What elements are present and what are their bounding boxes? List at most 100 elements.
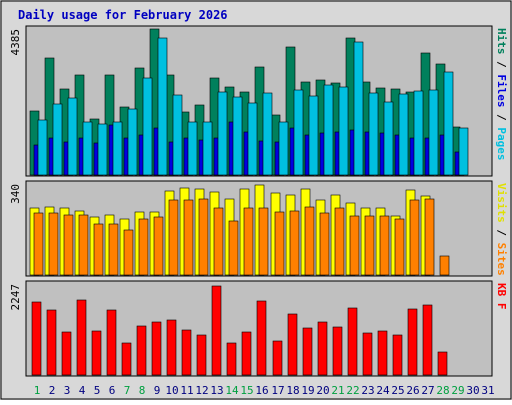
day-label-23: 23 (361, 384, 374, 397)
bar-pages-day-5 (97, 123, 108, 176)
bar-sites-day-8 (138, 218, 149, 276)
bar-sites-day-12 (198, 198, 209, 276)
bar-pages-day-7 (127, 108, 138, 176)
bar-kb-f-day-7 (121, 342, 132, 376)
legend-part: Pages (495, 127, 508, 160)
bar-kb-f-day-15 (241, 331, 252, 376)
series-kb-f (31, 285, 448, 376)
day-label-31: 31 (481, 384, 494, 397)
bar-kb-f-day-25 (392, 334, 403, 376)
bar-kb-f-day-11 (181, 329, 192, 376)
bar-pages-day-19 (308, 95, 319, 176)
bar-sites-day-22 (349, 215, 360, 276)
bar-kb-f-day-19 (302, 327, 313, 376)
bar-kb-f-day-4 (76, 299, 87, 376)
legend-part: / (495, 55, 508, 75)
bar-pages-day-16 (262, 92, 273, 176)
bar-kb-f-day-27 (422, 304, 433, 376)
day-label-26: 26 (406, 384, 419, 397)
bar-sites-day-20 (319, 212, 330, 276)
panel-kbytes-legend: KB F (495, 283, 508, 310)
panel-kbytes: 2247 KB F (9, 280, 508, 377)
bar-sites-day-11 (183, 199, 194, 276)
bar-pages-day-23 (368, 92, 379, 176)
bar-kb-f-day-9 (151, 321, 162, 376)
bar-sites-day-27 (424, 198, 435, 276)
series-pages (37, 37, 469, 176)
day-label-11: 11 (180, 384, 193, 397)
panel-hits-max-label: 4385 (9, 29, 22, 56)
bar-pages-day-28 (443, 71, 454, 176)
day-label-13: 13 (210, 384, 223, 397)
panel-kbytes-max-label: 2247 (9, 284, 22, 311)
bar-sites-day-18 (289, 210, 300, 276)
bar-kb-f-day-24 (377, 330, 388, 376)
bar-pages-day-26 (413, 90, 424, 176)
panel-visits-max-label: 340 (9, 184, 22, 204)
bar-sites-day-3 (63, 214, 74, 276)
day-label-28: 28 (436, 384, 449, 397)
bar-pages-day-14 (232, 96, 243, 176)
bar-pages-day-1 (37, 119, 48, 176)
bar-pages-day-18 (293, 89, 304, 176)
bar-sites-day-21 (334, 207, 345, 276)
bar-kb-f-day-22 (347, 307, 358, 376)
bar-pages-day-8 (142, 77, 153, 176)
bar-sites-day-23 (364, 215, 375, 276)
bar-kb-f-day-3 (61, 331, 72, 376)
bar-sites-day-14 (228, 220, 239, 276)
bar-sites-day-19 (304, 206, 315, 276)
bar-sites-day-7 (123, 229, 134, 276)
bar-kb-f-day-5 (91, 330, 102, 376)
bar-pages-day-4 (82, 121, 93, 176)
legend-part: Files (495, 74, 508, 107)
bar-pages-day-12 (202, 121, 213, 176)
bar-kb-f-day-12 (196, 334, 207, 376)
bar-pages-day-9 (157, 37, 168, 176)
day-label-21: 21 (331, 384, 344, 397)
day-labels: 1 2 3 4 5 6 7 8 9 10 11 12 13 14 15 16 17 18 19 20 21 22 23 24 2… (34, 384, 495, 397)
day-label-9: 9 (154, 384, 161, 397)
day-label-24: 24 (376, 384, 390, 397)
day-label-30: 30 (466, 384, 479, 397)
bar-pages-day-21 (338, 86, 349, 176)
bar-pages-day-27 (428, 89, 439, 176)
legend-part: Sites (495, 243, 508, 276)
bar-sites-day-6 (108, 223, 119, 276)
bar-kb-f-day-14 (226, 342, 237, 376)
bar-pages-day-15 (247, 102, 258, 176)
bar-sites-day-9 (153, 216, 164, 276)
bar-kb-f-day-28 (437, 351, 448, 376)
bar-kb-f-day-2 (46, 309, 57, 376)
day-label-1: 1 (34, 384, 41, 397)
panel-visits-legend: Visits / Sites (495, 183, 508, 276)
day-label-29: 29 (451, 384, 464, 397)
day-label-17: 17 (271, 384, 284, 397)
day-label-20: 20 (316, 384, 329, 397)
bar-kb-f-day-6 (106, 309, 117, 376)
legend-part: / (495, 223, 508, 243)
day-label-18: 18 (286, 384, 299, 397)
bar-sites-day-2 (48, 212, 59, 276)
bar-sites-day-5 (93, 223, 104, 276)
day-label-3: 3 (64, 384, 71, 397)
bar-kb-f-day-16 (256, 300, 267, 376)
chart-title: Daily usage for February 2026 (18, 8, 228, 22)
day-label-25: 25 (391, 384, 404, 397)
series-sites (33, 198, 450, 276)
day-label-12: 12 (195, 384, 208, 397)
bar-kb-f-day-26 (407, 308, 418, 376)
bar-sites-day-17 (274, 211, 285, 276)
bar-kb-f-day-21 (332, 326, 343, 376)
day-label-22: 22 (346, 384, 359, 397)
bar-sites-day-24 (379, 215, 390, 276)
bar-sites-day-4 (78, 214, 89, 276)
bar-pages-day-20 (323, 84, 334, 176)
panel-hits: 4385 Hits / Files / Pages (9, 25, 508, 177)
bar-kb-f-day-8 (136, 325, 147, 376)
bar-pages-day-3 (67, 97, 78, 176)
day-label-16: 16 (255, 384, 268, 397)
bar-kb-f-day-18 (287, 313, 298, 376)
